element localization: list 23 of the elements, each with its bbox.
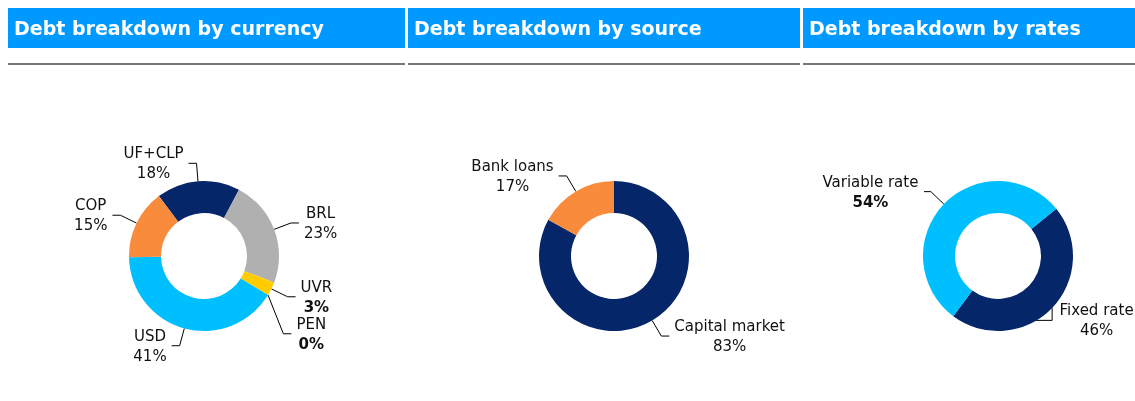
slice-label: Variable rate: [822, 172, 919, 191]
data-label: 18%: [136, 164, 171, 183]
chart-title: Debt breakdown by rates: [803, 8, 1135, 48]
slice-label: UVR: [300, 277, 333, 296]
data-label: 3%: [303, 297, 330, 316]
data-label: 23%: [303, 223, 338, 242]
data-label: 15%: [74, 216, 108, 235]
slice-label: Capital market: [674, 317, 786, 336]
data-label: 17%: [495, 176, 530, 195]
text: 0%: [298, 334, 324, 353]
slice-label: Fixed rate: [1059, 301, 1134, 320]
chart-title: Debt breakdown by source: [408, 8, 800, 48]
data-label: 54%: [852, 192, 889, 211]
chart-title: Debt breakdown by currency: [8, 8, 405, 48]
data-label: 83%: [712, 337, 747, 356]
slice-label: USD: [133, 326, 166, 345]
data-label: 41%: [133, 346, 167, 365]
slice-label: Bank loans: [471, 156, 554, 175]
slice-label: COP: [75, 196, 107, 215]
slice-label: BRL: [306, 203, 336, 222]
category-label: PEN: [296, 314, 327, 333]
slice-label: UF+CLP: [123, 144, 184, 163]
data-label: 46%: [1079, 321, 1114, 340]
